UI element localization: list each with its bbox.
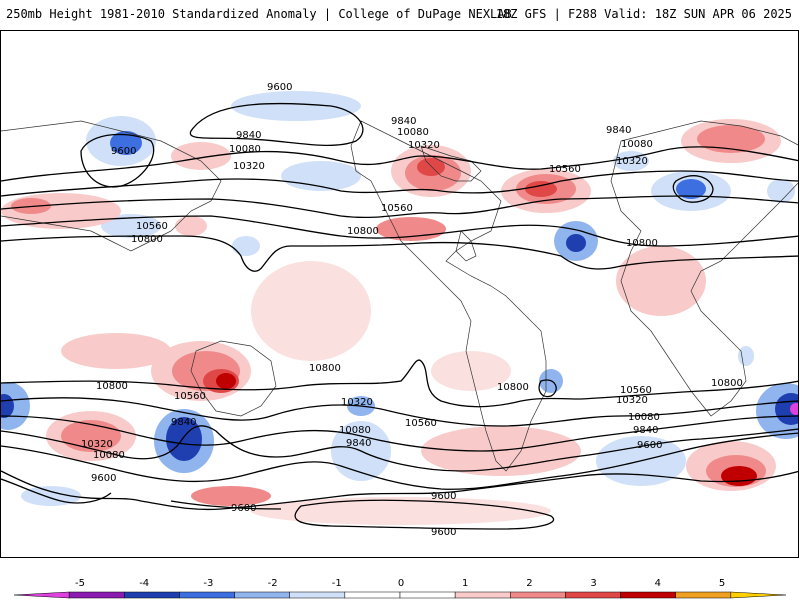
contour-label: 9840: [171, 417, 196, 428]
colorbar-ticks: -5 -4 -3 -2 -1 0 1 2 3 4 5: [75, 578, 725, 589]
contour-label: 10560: [381, 203, 413, 214]
coastlines: [1, 120, 798, 472]
contour-label: 10080: [621, 139, 653, 150]
colorbar-segment: [620, 591, 676, 599]
contour-label: 10800: [497, 382, 529, 393]
colorbar-tick-label: 4: [655, 578, 661, 589]
contour-label: 10800: [309, 363, 341, 374]
colorbar-graphic: -5 -4 -3 -2 -1 0 1 2 3 4 5: [13, 578, 787, 599]
header: 250mb Height 1981-2010 Standardized Anom…: [0, 0, 800, 30]
contour-label: 10080: [229, 144, 261, 155]
colorbar-tick-label: 5: [719, 578, 725, 589]
anomaly-blob: [191, 486, 271, 506]
contour-label: 10560: [405, 418, 437, 429]
colorbar-tick-label: -3: [203, 578, 213, 589]
colorbar-tick-label: 2: [526, 578, 532, 589]
contour-label: 9600: [231, 503, 256, 514]
contour-label: 9840: [606, 125, 631, 136]
contour-label: 9600: [637, 440, 662, 451]
colorbar-segments: [13, 591, 787, 599]
contour-label: 9600: [431, 491, 456, 502]
contour-label: 10320: [408, 140, 440, 151]
anomaly-blob: [231, 91, 361, 121]
contour-label: 10320: [233, 161, 265, 172]
anomaly-blob: [721, 466, 757, 486]
anomaly-blob: [21, 486, 81, 506]
colorbar-segment: [565, 591, 621, 599]
colorbar-tick-label: -4: [139, 578, 149, 589]
colorbar-segment: [68, 591, 125, 599]
contour-label: 9840: [391, 116, 416, 127]
colorbar-segment: [179, 591, 235, 599]
colorbar-tick-label: 0: [398, 578, 404, 589]
anomaly-blob: [61, 333, 171, 369]
colorbar-segment: [234, 591, 290, 599]
anomaly-shading: [1, 91, 798, 525]
contour-label: 10800: [96, 381, 128, 392]
model-run-info: 18Z GFS | F288 Valid: 18Z SUN APR 06 202…: [495, 7, 792, 21]
colorbar-segment: [124, 591, 180, 599]
anomaly-blob: [566, 234, 586, 252]
anomaly-blob: [767, 179, 795, 203]
contour-label: 10800: [131, 234, 163, 245]
anomaly-blob: [175, 216, 207, 236]
colorbar-tick-label: -5: [75, 578, 85, 589]
contour-label: 10320: [616, 395, 648, 406]
anomaly-blob: [417, 158, 445, 176]
contour-label: 10320: [81, 439, 113, 450]
colorbar-segment: [289, 591, 346, 599]
anomaly-blob: [790, 403, 798, 415]
colorbar-tick-label: 3: [590, 578, 596, 589]
contour-label: 10080: [628, 412, 660, 423]
contour-label: 9600: [431, 527, 456, 538]
contour-label: 10560: [620, 385, 652, 396]
colorbar: -5 -4 -3 -2 -1 0 1 2 3 4 5: [0, 570, 800, 600]
colorbar-tick-label: -2: [268, 578, 278, 589]
contour-label: 10080: [339, 425, 371, 436]
colorbar-segment: [510, 591, 566, 599]
anomaly-blob: [1, 382, 30, 430]
map-panel[interactable]: 9600 9600 9840 10080 10320 10560 10800 9…: [0, 30, 799, 558]
anomaly-blob: [171, 142, 231, 170]
contour-label: 10800: [626, 238, 658, 249]
contour-label: 9840: [236, 130, 261, 141]
anomaly-blob: [216, 373, 236, 389]
contour-label: 10320: [616, 156, 648, 167]
anomaly-blob: [525, 181, 557, 197]
colorbar-segment: [344, 591, 401, 599]
anomaly-blob: [251, 261, 371, 361]
colorbar-segment: [13, 591, 70, 599]
colorbar-tick-label: 1: [462, 578, 468, 589]
colorbar-segment: [454, 591, 511, 599]
map-title: 250mb Height 1981-2010 Standardized Anom…: [6, 7, 512, 21]
contour-label: 9840: [633, 425, 658, 436]
colorbar-segment: [730, 591, 787, 599]
contour-label: 10560: [549, 164, 581, 175]
colorbar-segment: [675, 591, 732, 599]
colorbar-segment: [399, 591, 456, 599]
colorbar-tick-label: -1: [332, 578, 342, 589]
anomaly-map: 9600 9600 9840 10080 10320 10560 10800 9…: [1, 82, 798, 538]
contour-label: 10080: [93, 450, 125, 461]
anomaly-blob: [421, 426, 581, 476]
anomaly-blob: [232, 236, 260, 256]
contour-label: 10560: [174, 391, 206, 402]
contour-label: 9600: [111, 146, 136, 157]
contour-label: 9600: [267, 82, 292, 93]
contour-label: 10320: [341, 397, 373, 408]
height-contours: [1, 102, 798, 530]
anomaly-blob: [110, 131, 142, 155]
contour-labels: 9600 9600 9840 10080 10320 10560 10800 9…: [81, 82, 743, 538]
contour-label: 10080: [397, 127, 429, 138]
contour-label: 9600: [91, 473, 116, 484]
anomaly-blob: [676, 179, 706, 199]
contour-label: 10560: [136, 221, 168, 232]
anomaly-blob: [101, 214, 161, 238]
contour-label: 10800: [711, 378, 743, 389]
anomaly-blob: [738, 346, 754, 366]
anomaly-blob: [697, 125, 765, 153]
contour-label: 9840: [346, 438, 371, 449]
contour-label: 10800: [347, 226, 379, 237]
